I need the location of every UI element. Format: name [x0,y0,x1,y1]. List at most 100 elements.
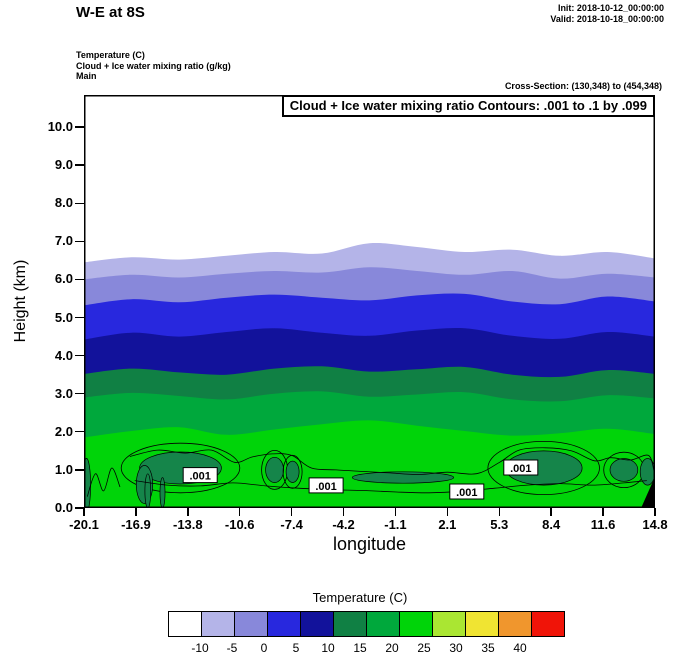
y-tick-label: 9.0 [54,157,73,173]
colorbar-cell [201,612,234,636]
field-temperature: Temperature (C) [76,50,145,60]
cloud-contour-line [129,447,655,475]
cloud-contour-outline [120,442,241,494]
y-tick-label: 8.0 [54,195,73,211]
cloud-region [609,458,639,482]
contour-label-box [503,459,539,476]
y-tick-label: 5.0 [54,309,73,325]
y-tick-label: 2.0 [54,423,73,439]
contour-label: .001 [189,471,210,483]
contour-label-box [308,477,344,494]
y-tick [75,202,84,204]
cloud-region [144,473,152,508]
contour-label: .001 [510,463,531,475]
y-tick [75,278,84,281]
contour-info-box: Cloud + Ice water mixing ratio Contours:… [281,95,655,117]
colorbar-cell [498,612,531,636]
colorbar-cell [169,612,201,636]
x-tick-label: -4.2 [332,517,355,532]
x-tick [498,508,500,516]
x-tick-label: 2.1 [438,517,457,532]
y-tick-label: 1.0 [54,461,73,477]
y-tick-label: 4.0 [54,347,73,363]
colorbar-tick-label: 40 [513,641,527,655]
x-tick-label: -7.4 [280,517,303,532]
y-tick-label: 7.0 [54,233,73,249]
contour-fill-layer: .001 .001 .001 .001 [84,95,655,508]
x-tick-label: -1.1 [384,517,407,532]
x-tick [394,508,397,516]
contour-label-box [449,483,485,500]
x-tick-label: 14.8 [642,517,668,532]
x-tick [342,508,345,516]
x-tick-label: -20.1 [69,517,99,532]
colorbar-cell [465,612,498,636]
cloud-region [285,460,300,483]
colorbar-tick-label: 20 [385,641,399,655]
y-tick-label: 3.0 [54,385,73,401]
x-tick-label: 8.4 [542,517,561,532]
y-tick-label: 0.0 [54,500,73,515]
colorbar-tick-label: 15 [353,641,367,655]
colorbar-cell [531,612,564,636]
colorbar-tick-label: 5 [292,641,300,655]
cloud-region [265,456,284,483]
y-tick [75,469,84,471]
colorbar-cell [234,612,267,636]
x-tick-label: -10.6 [224,517,255,532]
cross-section-canvas: .001 .001 .001 .001 [84,95,655,508]
cross-section-coords: Cross-Section: (130,348) to (454,348) [504,81,662,91]
terrain [641,476,655,508]
plot-area: .001 .001 .001 .001 Cloud + Ice water mixin… [84,95,655,508]
colorbar-tick-label: 30 [449,641,463,655]
colorbar-tick-label: 35 [481,641,495,655]
x-tick-label: 5.3 [490,517,509,532]
y-axis-title: Height (km) [12,259,29,343]
field-main: Main [76,71,97,81]
field-cloud-ice-mixing-ratio: Cloud + Ice water mixing ratio (g/kg) [76,60,231,71]
cloud-contour-outline [487,440,600,495]
y-tick [75,240,84,242]
x-axis-title: longitude [332,534,407,554]
cloud-region [351,471,455,484]
colorbar [168,611,565,637]
x-tick-label: -16.9 [121,517,151,532]
colorbar-cell [432,612,465,636]
init-time: Init: 2018-10-12_00:00:00 [557,3,664,13]
contour-label: .001 [315,481,336,493]
x-tick [187,508,189,516]
y-tick [75,507,84,509]
cloud-contour-line [134,480,647,494]
colorbar-cell [267,612,300,636]
x-tick [239,508,241,516]
x-tick [446,508,449,516]
plot-title: W-E at 8S [76,4,145,21]
colorbar-cell [300,612,333,636]
init-valid-block: Init: 2018-10-12_00:00:00 Valid: 2018-10… [550,3,664,25]
y-tick-label: 10.0 [47,119,73,134]
y-tick [75,316,84,319]
cloud-contour-line [86,467,121,497]
y-tick [75,431,84,433]
cloud-region [159,477,166,508]
colorbar-cell [399,612,432,636]
colorbar-title: Temperature (C) [312,590,408,605]
colorbar-tick-label: 10 [321,641,335,655]
colorbar-cell [366,612,399,636]
x-tick [83,508,85,516]
x-tick-label: -13.8 [172,517,203,532]
x-tick [135,508,137,516]
x-tick [290,508,293,516]
colorbar-cell [333,612,366,636]
y-tick [75,126,84,128]
x-tick [550,508,552,516]
colorbar-tick-label: -5 [226,641,238,655]
contour-label: .001 [456,487,477,499]
x-tick [654,508,656,516]
x-tick-label: 11.6 [590,517,616,532]
y-tick-label: 6.0 [54,271,73,287]
colorbar-tick-label: 25 [417,641,431,655]
y-tick [75,393,84,395]
y-tick [75,164,84,166]
